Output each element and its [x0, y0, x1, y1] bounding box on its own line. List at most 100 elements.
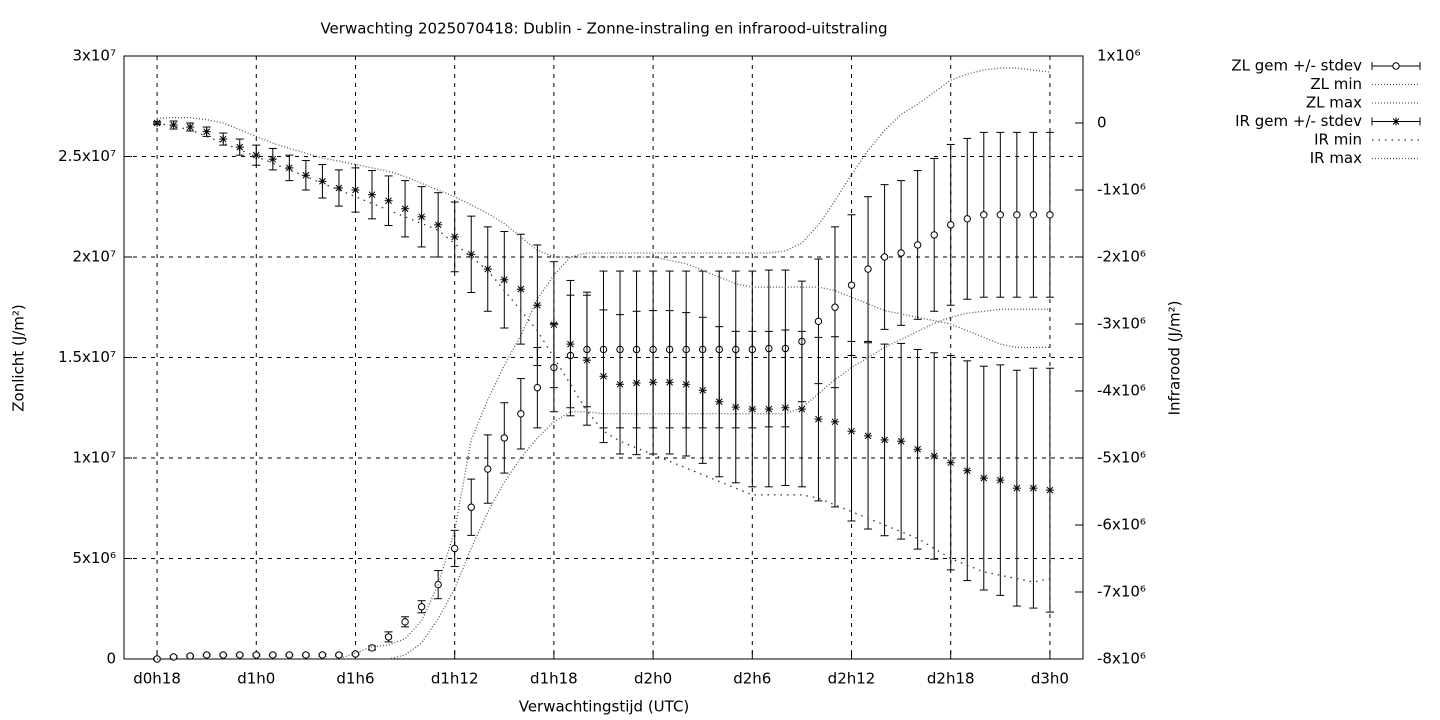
marker-stroke — [600, 372, 607, 380]
marker-stroke — [285, 164, 293, 172]
marker — [500, 275, 509, 284]
marker — [963, 466, 972, 475]
marker-stroke — [848, 427, 855, 435]
marker-stroke — [335, 184, 343, 192]
marker-stroke — [517, 285, 525, 293]
marker-stroke — [467, 250, 475, 258]
marker-stroke — [319, 177, 326, 185]
marker-stroke — [451, 233, 459, 241]
marker — [351, 650, 360, 658]
marker — [731, 403, 740, 412]
marker — [632, 378, 641, 387]
marker — [483, 265, 492, 274]
y2-tick-label: -1x10⁶ — [1097, 181, 1146, 199]
marker — [301, 171, 310, 180]
x-tick-label: d1h6 — [336, 670, 374, 688]
marker-stroke — [897, 437, 905, 445]
marker-stroke — [186, 123, 194, 131]
marker — [847, 427, 856, 436]
marker-stroke — [583, 356, 591, 364]
marker — [334, 183, 343, 192]
marker — [467, 250, 476, 259]
marker — [153, 655, 161, 663]
marker-stroke — [302, 171, 310, 179]
marker — [186, 652, 194, 660]
marker-stroke — [715, 398, 723, 406]
marker — [847, 281, 856, 289]
marker — [235, 143, 244, 152]
marker-stroke — [930, 452, 938, 460]
x-tick-label: d0h18 — [133, 670, 181, 688]
marker — [417, 603, 426, 611]
marker — [764, 405, 773, 414]
marker — [1029, 484, 1038, 493]
legend-label: IR min — [1314, 131, 1362, 149]
marker — [930, 451, 939, 460]
marker — [864, 265, 872, 273]
marker — [748, 405, 757, 414]
y2-tick-label: -2x10⁶ — [1097, 248, 1146, 266]
marker — [384, 633, 393, 641]
x-axis-label: Verwachtingstijd (UTC) — [519, 698, 690, 716]
marker — [549, 320, 558, 329]
marker — [616, 380, 625, 389]
y2-tick-label: 1x10⁶ — [1097, 47, 1141, 65]
y2-tick-label: -6x10⁶ — [1097, 516, 1146, 534]
marker-stroke — [203, 128, 211, 136]
marker — [417, 212, 426, 221]
marker-stroke — [798, 405, 806, 413]
y-tick-label: 1x10⁷ — [72, 449, 116, 467]
marker — [913, 241, 922, 249]
marker — [830, 417, 839, 426]
marker — [814, 317, 823, 326]
marker — [252, 151, 261, 160]
marker-stroke — [881, 436, 888, 444]
marker-stroke — [550, 321, 558, 329]
marker — [484, 465, 492, 473]
marker-stroke — [1013, 484, 1021, 492]
x-tick-label: d2h0 — [634, 670, 672, 688]
marker — [880, 435, 889, 444]
marker — [401, 618, 409, 626]
y-tick-label: 2.5x10⁷ — [58, 147, 116, 165]
legend-label: ZL max — [1306, 94, 1362, 112]
marker — [649, 378, 658, 387]
marker-stroke — [914, 445, 922, 453]
y-tick-label: 5x10⁶ — [72, 549, 116, 567]
y-tick-label: 1.5x10⁷ — [58, 348, 116, 366]
marker-stroke — [1030, 484, 1037, 492]
marker — [715, 397, 724, 406]
marker — [897, 437, 906, 446]
marker — [401, 204, 410, 213]
legend-label: IR max — [1310, 149, 1362, 167]
marker — [351, 186, 360, 194]
marker-stroke — [567, 340, 574, 348]
marker-stroke — [269, 155, 277, 163]
marker — [566, 340, 575, 349]
marker-stroke — [864, 432, 872, 440]
marker — [996, 476, 1005, 485]
marker-stroke — [815, 415, 822, 423]
marker — [582, 356, 591, 365]
marker — [318, 651, 327, 659]
marker — [219, 651, 227, 659]
marker — [202, 651, 211, 659]
marker-stroke — [401, 205, 409, 213]
marker — [913, 445, 922, 454]
marker — [516, 285, 525, 294]
marker — [1013, 211, 1021, 219]
marker-stroke — [996, 476, 1004, 484]
marker — [880, 253, 889, 261]
marker — [1012, 484, 1021, 493]
marker — [930, 231, 938, 239]
marker-stroke — [434, 221, 442, 229]
marker-stroke — [500, 276, 508, 284]
marker-stroke — [963, 467, 971, 475]
marker — [202, 127, 211, 136]
marker-stroke — [534, 301, 541, 309]
marker — [318, 177, 327, 186]
marker — [797, 405, 806, 414]
marker-stroke — [666, 378, 673, 386]
